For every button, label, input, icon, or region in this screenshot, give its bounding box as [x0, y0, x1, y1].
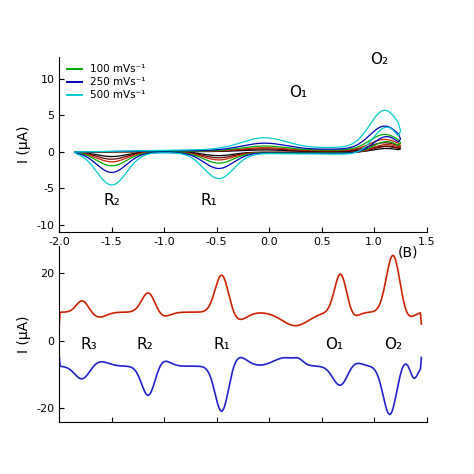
Text: O₁: O₁	[325, 337, 343, 352]
Text: R₁: R₁	[201, 192, 218, 208]
Text: (B): (B)	[398, 246, 418, 259]
Legend: 100 mVs⁻¹, 250 mVs⁻¹, 500 mVs⁻¹: 100 mVs⁻¹, 250 mVs⁻¹, 500 mVs⁻¹	[64, 62, 148, 102]
Text: R₃: R₃	[80, 337, 97, 352]
Text: R₂: R₂	[137, 337, 154, 352]
Text: R₂: R₂	[103, 192, 120, 208]
Text: O₁: O₁	[290, 85, 308, 100]
Text: R₁: R₁	[214, 337, 230, 352]
Text: O₂: O₂	[384, 337, 402, 352]
Text: O₂: O₂	[370, 52, 388, 67]
Y-axis label: I (μA): I (μA)	[17, 126, 31, 164]
Y-axis label: I (μA): I (μA)	[17, 315, 31, 353]
